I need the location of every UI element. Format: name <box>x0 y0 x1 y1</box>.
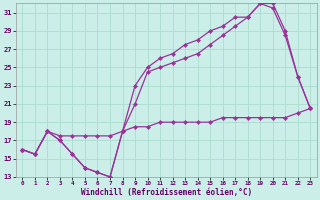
X-axis label: Windchill (Refroidissement éolien,°C): Windchill (Refroidissement éolien,°C) <box>81 188 252 197</box>
